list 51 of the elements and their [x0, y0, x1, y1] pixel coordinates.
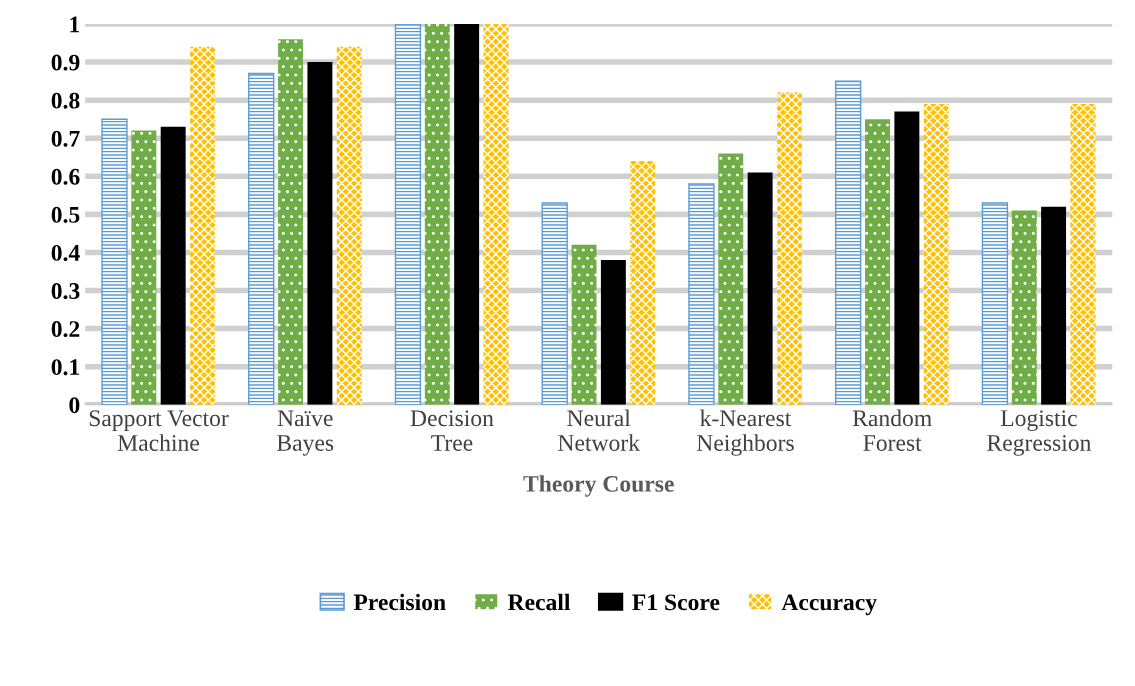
y-tick-label: 0.5: [51, 206, 80, 223]
y-tick-label: 0.7: [51, 130, 80, 147]
legend-label: Recall: [507, 593, 571, 611]
y-tick-label: 0: [69, 397, 80, 414]
bar: [571, 244, 597, 405]
y-tick-label: 0.3: [51, 283, 80, 300]
y-tick-label: 0.4: [51, 244, 80, 261]
bar: [131, 130, 157, 405]
bar: [835, 80, 862, 405]
bar: [981, 202, 1009, 405]
x-tick-label: Sapport Vector Machine: [89, 410, 229, 451]
y-tick-label: 0.8: [51, 92, 80, 109]
x-tick-label: Neural Network: [558, 409, 641, 451]
bar: [307, 62, 333, 405]
y-tick-label: 0.6: [51, 168, 80, 185]
bar: [424, 24, 450, 405]
bar: [600, 260, 626, 405]
bar: [454, 24, 480, 405]
bar: [718, 153, 744, 405]
y-tick-label: 0.2: [51, 321, 80, 338]
y-tick-label: 0.9: [51, 54, 80, 71]
bar: [688, 183, 715, 405]
bar: [1070, 103, 1096, 405]
y-tick-label: 0.1: [51, 359, 80, 376]
bar: [336, 46, 362, 405]
x-tick-label: Random Forest: [852, 409, 932, 451]
x-tick-label: Naïve Bayes: [277, 410, 334, 456]
bar: [777, 92, 802, 405]
bar: [483, 24, 509, 405]
bar: [160, 126, 186, 405]
bar: [541, 202, 568, 405]
legend-label: F1 Score: [632, 594, 720, 611]
bar: [394, 24, 422, 405]
bar: [630, 161, 656, 405]
legend-label: Precision: [353, 593, 446, 611]
bar: [190, 46, 215, 405]
bar: [1011, 210, 1037, 405]
bar: [923, 103, 949, 405]
x-tick-label: Logistic Regression: [987, 410, 1092, 456]
bar: [747, 172, 773, 405]
bar: [101, 118, 128, 405]
bar: [278, 39, 304, 405]
bar: [894, 111, 920, 405]
x-axis-title: Theory Course: [523, 475, 674, 497]
y-tick-label: 1: [70, 16, 80, 33]
x-tick-label: k-Nearest Neighbors: [696, 409, 794, 456]
bar: [1041, 206, 1067, 405]
x-tick-label: Decision Tree: [410, 410, 494, 451]
bar: [865, 119, 890, 405]
bar: [248, 72, 275, 405]
legend-label: Accuracy: [781, 594, 877, 616]
